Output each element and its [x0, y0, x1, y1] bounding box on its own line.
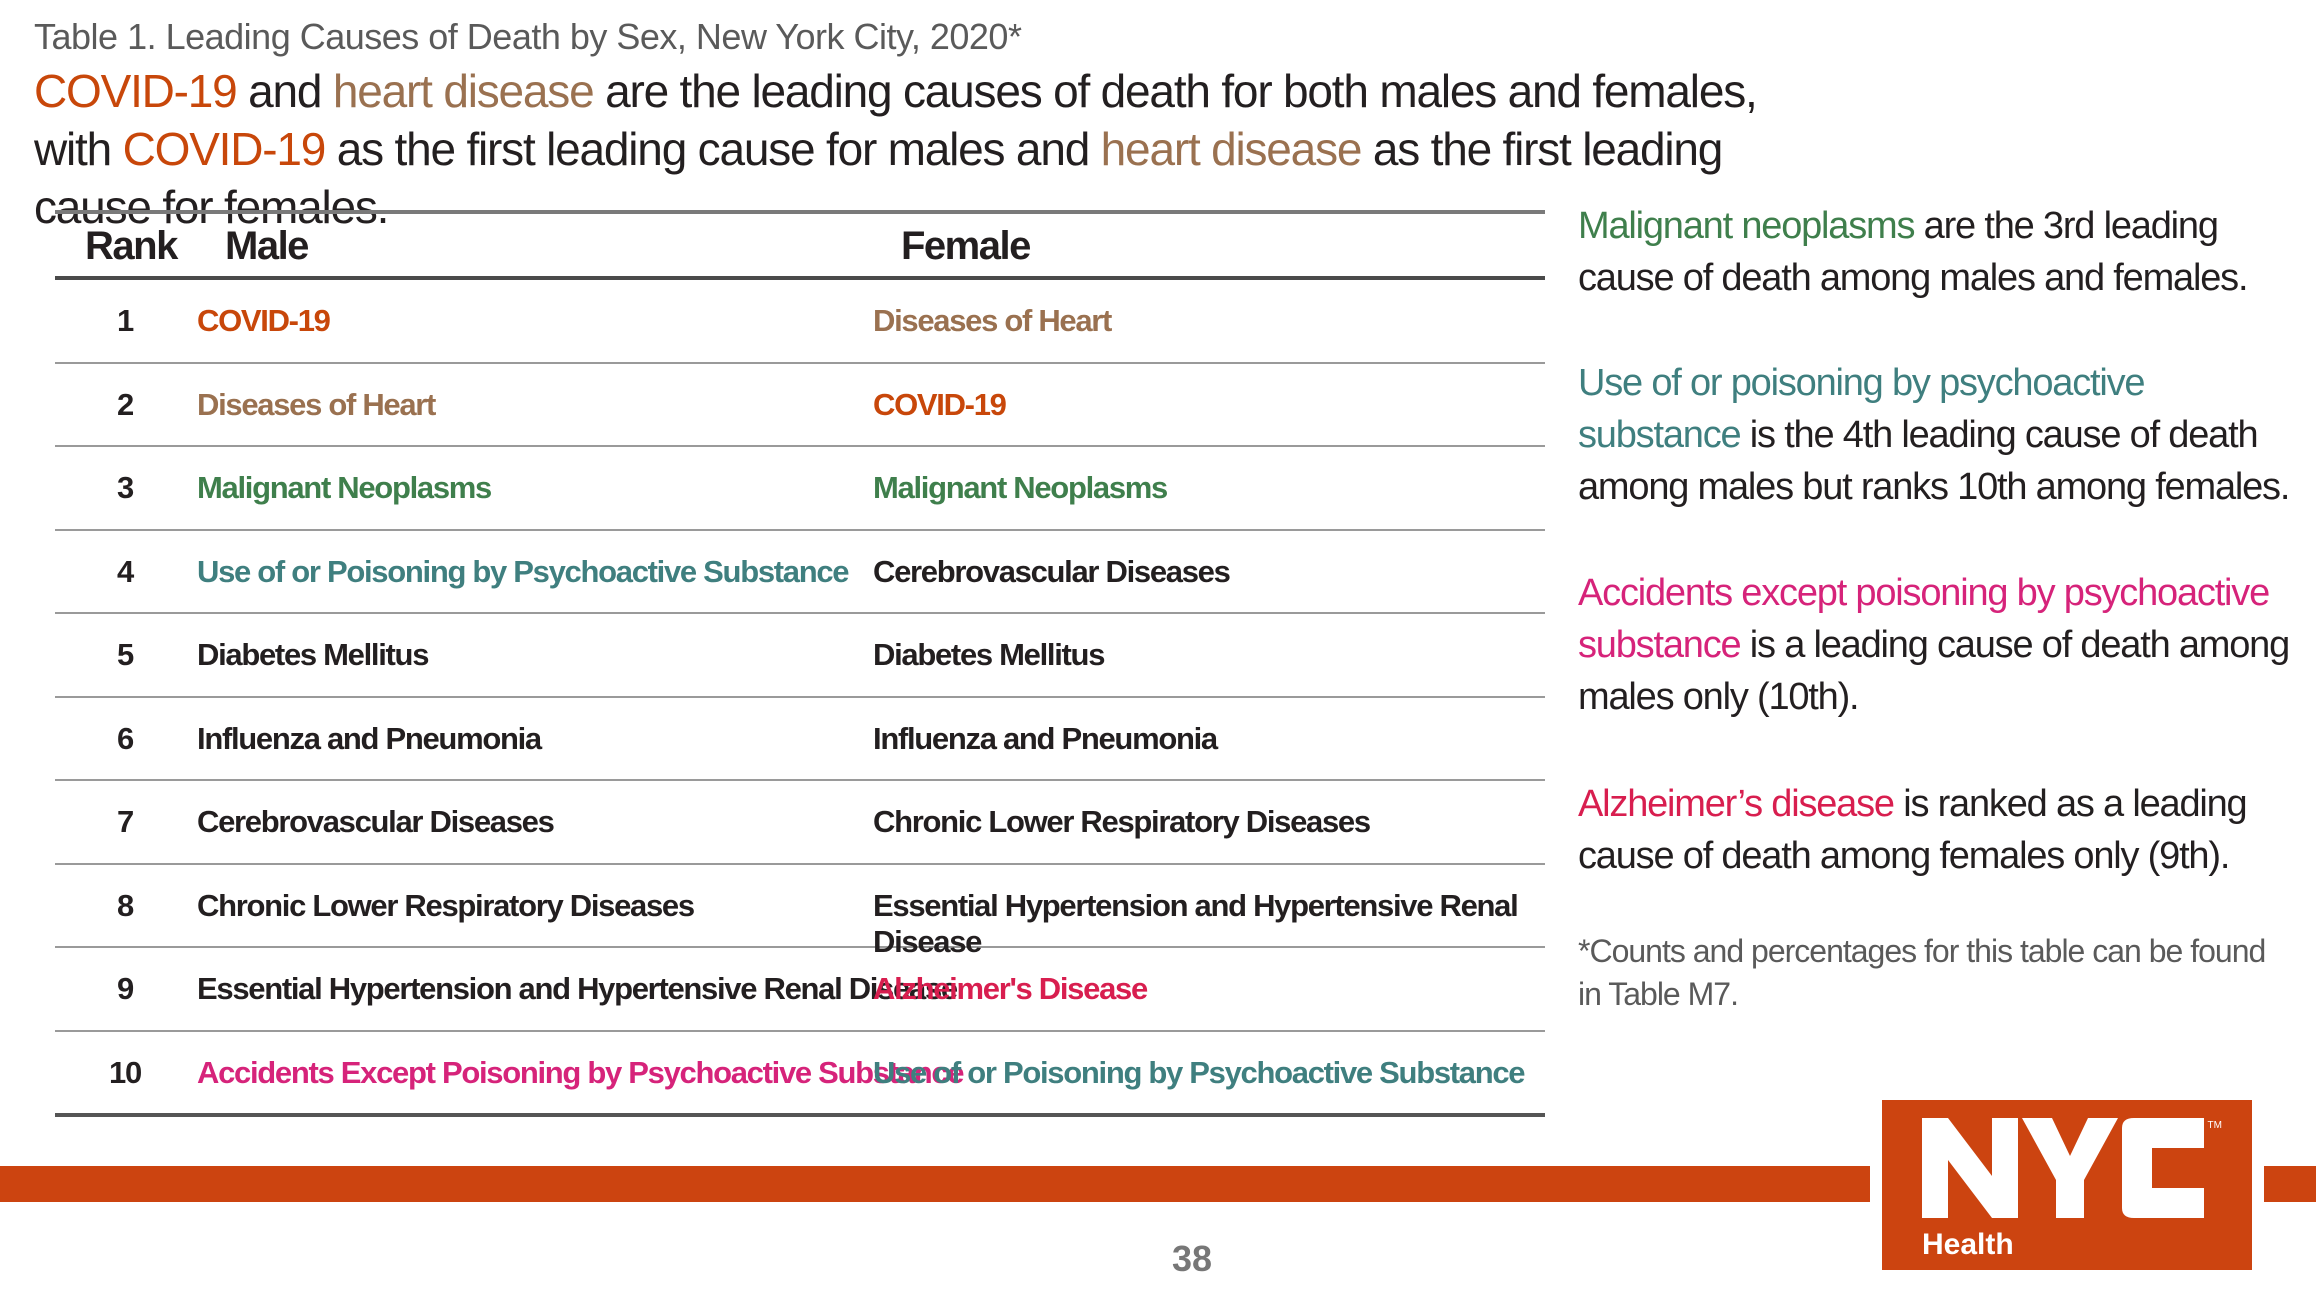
note-highlight: Alzheimer’s disease [1578, 783, 1894, 825]
rank-cell: 6 [105, 721, 145, 757]
table-caption: Table 1. Leading Causes of Death by Sex,… [34, 16, 1021, 58]
male-cause-cell: Influenza and Pneumonia [197, 721, 541, 757]
rank-cell: 7 [105, 804, 145, 840]
headline-heart: heart disease [1101, 123, 1362, 175]
male-cause-cell: Malignant Neoplasms [197, 470, 491, 506]
rank-cell: 9 [105, 971, 145, 1007]
leading-causes-table: Rank Male Female 1 COVID-19 Diseases of … [55, 210, 1545, 1117]
female-cause-cell: Diseases of Heart [873, 303, 1111, 339]
male-cause-cell: Chronic Lower Respiratory Diseases [197, 888, 694, 924]
rank-cell: 5 [105, 637, 145, 673]
note-alzheimers: Alzheimer’s disease is ranked as a leadi… [1578, 778, 2298, 882]
male-cause-cell: Use of or Poisoning by Psychoactive Subs… [197, 554, 848, 590]
male-cause-cell: Essential Hypertension and Hypertensive … [197, 971, 957, 1007]
headline-covid: COVID-19 [123, 123, 326, 175]
header-female: Female [901, 224, 1030, 269]
headline-covid: COVID-19 [34, 65, 237, 117]
rank-cell: 2 [105, 387, 145, 423]
female-cause-cell: Diabetes Mellitus [873, 637, 1104, 673]
footnote: *Counts and percentages for this table c… [1578, 930, 2278, 1016]
female-cause-cell: Influenza and Pneumonia [873, 721, 1217, 757]
female-cause-cell: Malignant Neoplasms [873, 470, 1167, 506]
nyc-health-logo: TM Health [1870, 1100, 2264, 1270]
header-rank: Rank [85, 224, 205, 269]
header-male: Male [225, 224, 308, 269]
male-cause-cell: COVID-19 [197, 303, 330, 339]
female-cause-cell: Use of or Poisoning by Psychoactive Subs… [873, 1055, 1524, 1091]
rank-cell: 3 [105, 470, 145, 506]
nyc-logo-icon [1922, 1118, 2212, 1218]
male-cause-cell: Diabetes Mellitus [197, 637, 428, 673]
female-cause-cell: Chronic Lower Respiratory Diseases [873, 804, 1370, 840]
table-row: 9 Essential Hypertension and Hypertensiv… [55, 948, 1545, 1032]
table-header-row: Rank Male Female [55, 214, 1545, 280]
male-cause-cell: Accidents Except Poisoning by Psychoacti… [197, 1055, 963, 1091]
headline-text: as the first leading cause for males and [325, 123, 1101, 175]
female-cause-cell: Cerebrovascular Diseases [873, 554, 1230, 590]
note-accidents: Accidents except poisoning by psychoacti… [1578, 567, 2298, 723]
note-psychoactive: Use of or poisoning by psychoactive subs… [1578, 357, 2298, 513]
trademark: TM [2208, 1120, 2222, 1131]
table-row: 10 Accidents Except Poisoning by Psychoa… [55, 1032, 1545, 1118]
female-cause-cell: COVID-19 [873, 387, 1006, 423]
table-row: 2 Diseases of Heart COVID-19 [55, 364, 1545, 448]
rank-cell: 1 [105, 303, 145, 339]
male-cause-cell: Diseases of Heart [197, 387, 435, 423]
rank-cell: 8 [105, 888, 145, 924]
table-row: 3 Malignant Neoplasms Malignant Neoplasm… [55, 447, 1545, 531]
headline-heart: heart disease [333, 65, 594, 117]
table-row: 6 Influenza and Pneumonia Influenza and … [55, 698, 1545, 782]
table-row: 4 Use of or Poisoning by Psychoactive Su… [55, 531, 1545, 615]
rank-cell: 10 [105, 1055, 145, 1091]
rank-cell: 4 [105, 554, 145, 590]
headline-text: and [237, 65, 333, 117]
table-row: 8 Chronic Lower Respiratory Diseases Ess… [55, 865, 1545, 949]
table-row: 1 COVID-19 Diseases of Heart [55, 280, 1545, 364]
table-row: 7 Cerebrovascular Diseases Chronic Lower… [55, 781, 1545, 865]
note-malignant: Malignant neoplasms are the 3rd leading … [1578, 200, 2298, 304]
table-row: 5 Diabetes Mellitus Diabetes Mellitus [55, 614, 1545, 698]
page-number: 38 [1172, 1238, 1212, 1280]
female-cause-cell: Alzheimer's Disease [873, 971, 1147, 1007]
note-highlight: Malignant neoplasms [1578, 205, 1914, 247]
logo-health-label: Health [1922, 1228, 2014, 1262]
male-cause-cell: Cerebrovascular Diseases [197, 804, 554, 840]
